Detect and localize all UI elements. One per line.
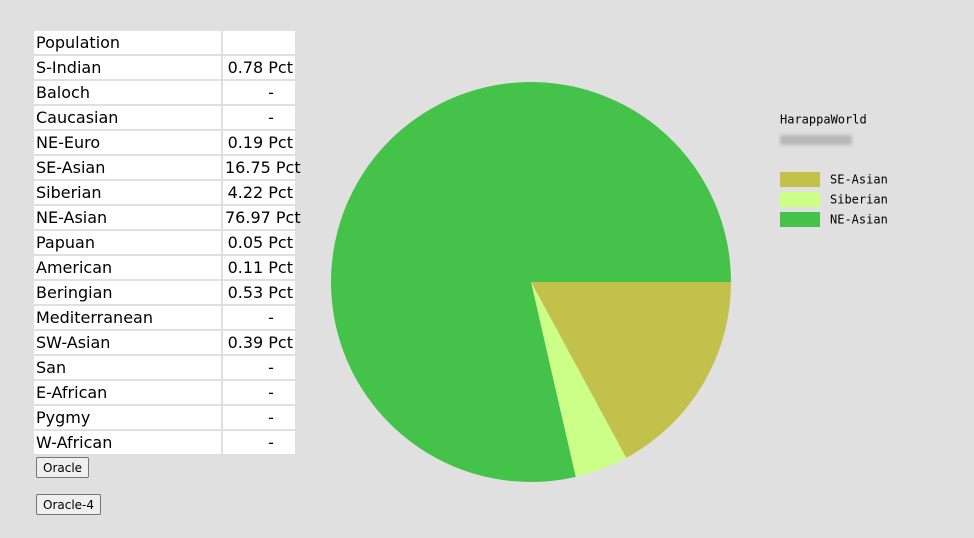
value-cell: - (223, 81, 295, 104)
label-cell: Caucasian (34, 106, 221, 129)
label-cell: Baloch (34, 81, 221, 104)
value-cell: 0.39 Pct (223, 331, 295, 354)
label-cell: Beringian (34, 281, 221, 304)
value-cell: 0.53 Pct (223, 281, 295, 304)
legend-label: Siberian (830, 193, 888, 207)
oracle4-button[interactable]: Oracle-4 (36, 494, 102, 515)
legend-label: NE-Asian (830, 213, 888, 227)
legend-swatch (780, 212, 820, 227)
value-cell: - (223, 431, 295, 454)
label-cell: NE-Asian (34, 206, 221, 229)
value-cell: 16.75 Pct (223, 156, 301, 179)
value-cell: 0.11 Pct (223, 256, 295, 279)
pie-slice (331, 82, 731, 483)
oracle-button[interactable]: Oracle (36, 457, 90, 478)
label-cell: Mediterranean (34, 306, 221, 329)
header-cell: Population (34, 31, 221, 54)
legend-swatch (780, 172, 820, 187)
value-cell: 0.78 Pct (223, 56, 295, 79)
label-cell: American (34, 256, 221, 279)
pie-slice (531, 282, 731, 458)
label-cell: W-African (34, 431, 221, 454)
label-cell: NE-Euro (34, 131, 221, 154)
value-cell: 4.22 Pct (223, 181, 295, 204)
label-cell: San (34, 356, 221, 379)
header-cell (223, 31, 295, 54)
label-cell: SW-Asian (34, 331, 221, 354)
value-cell: - (223, 106, 295, 129)
value-cell: - (223, 381, 295, 404)
blurred-id (780, 135, 852, 145)
legend-swatch (780, 192, 820, 207)
value-cell: 0.19 Pct (223, 131, 295, 154)
legend-label: SE-Asian (830, 173, 888, 187)
label-cell: Siberian (34, 181, 221, 204)
label-cell: SE-Asian (34, 156, 221, 179)
pie-slice (531, 282, 627, 477)
chart-title: HarappaWorld (780, 113, 867, 127)
value-cell: 0.05 Pct (223, 231, 295, 254)
label-cell: Papuan (34, 231, 221, 254)
label-cell: E-African (34, 381, 221, 404)
value-cell: - (223, 306, 295, 329)
label-cell: Pygmy (34, 406, 221, 429)
value-cell: 76.97 Pct (223, 206, 301, 229)
value-cell: - (223, 406, 295, 429)
value-cell: - (223, 356, 295, 379)
label-cell: S-Indian (34, 56, 221, 79)
